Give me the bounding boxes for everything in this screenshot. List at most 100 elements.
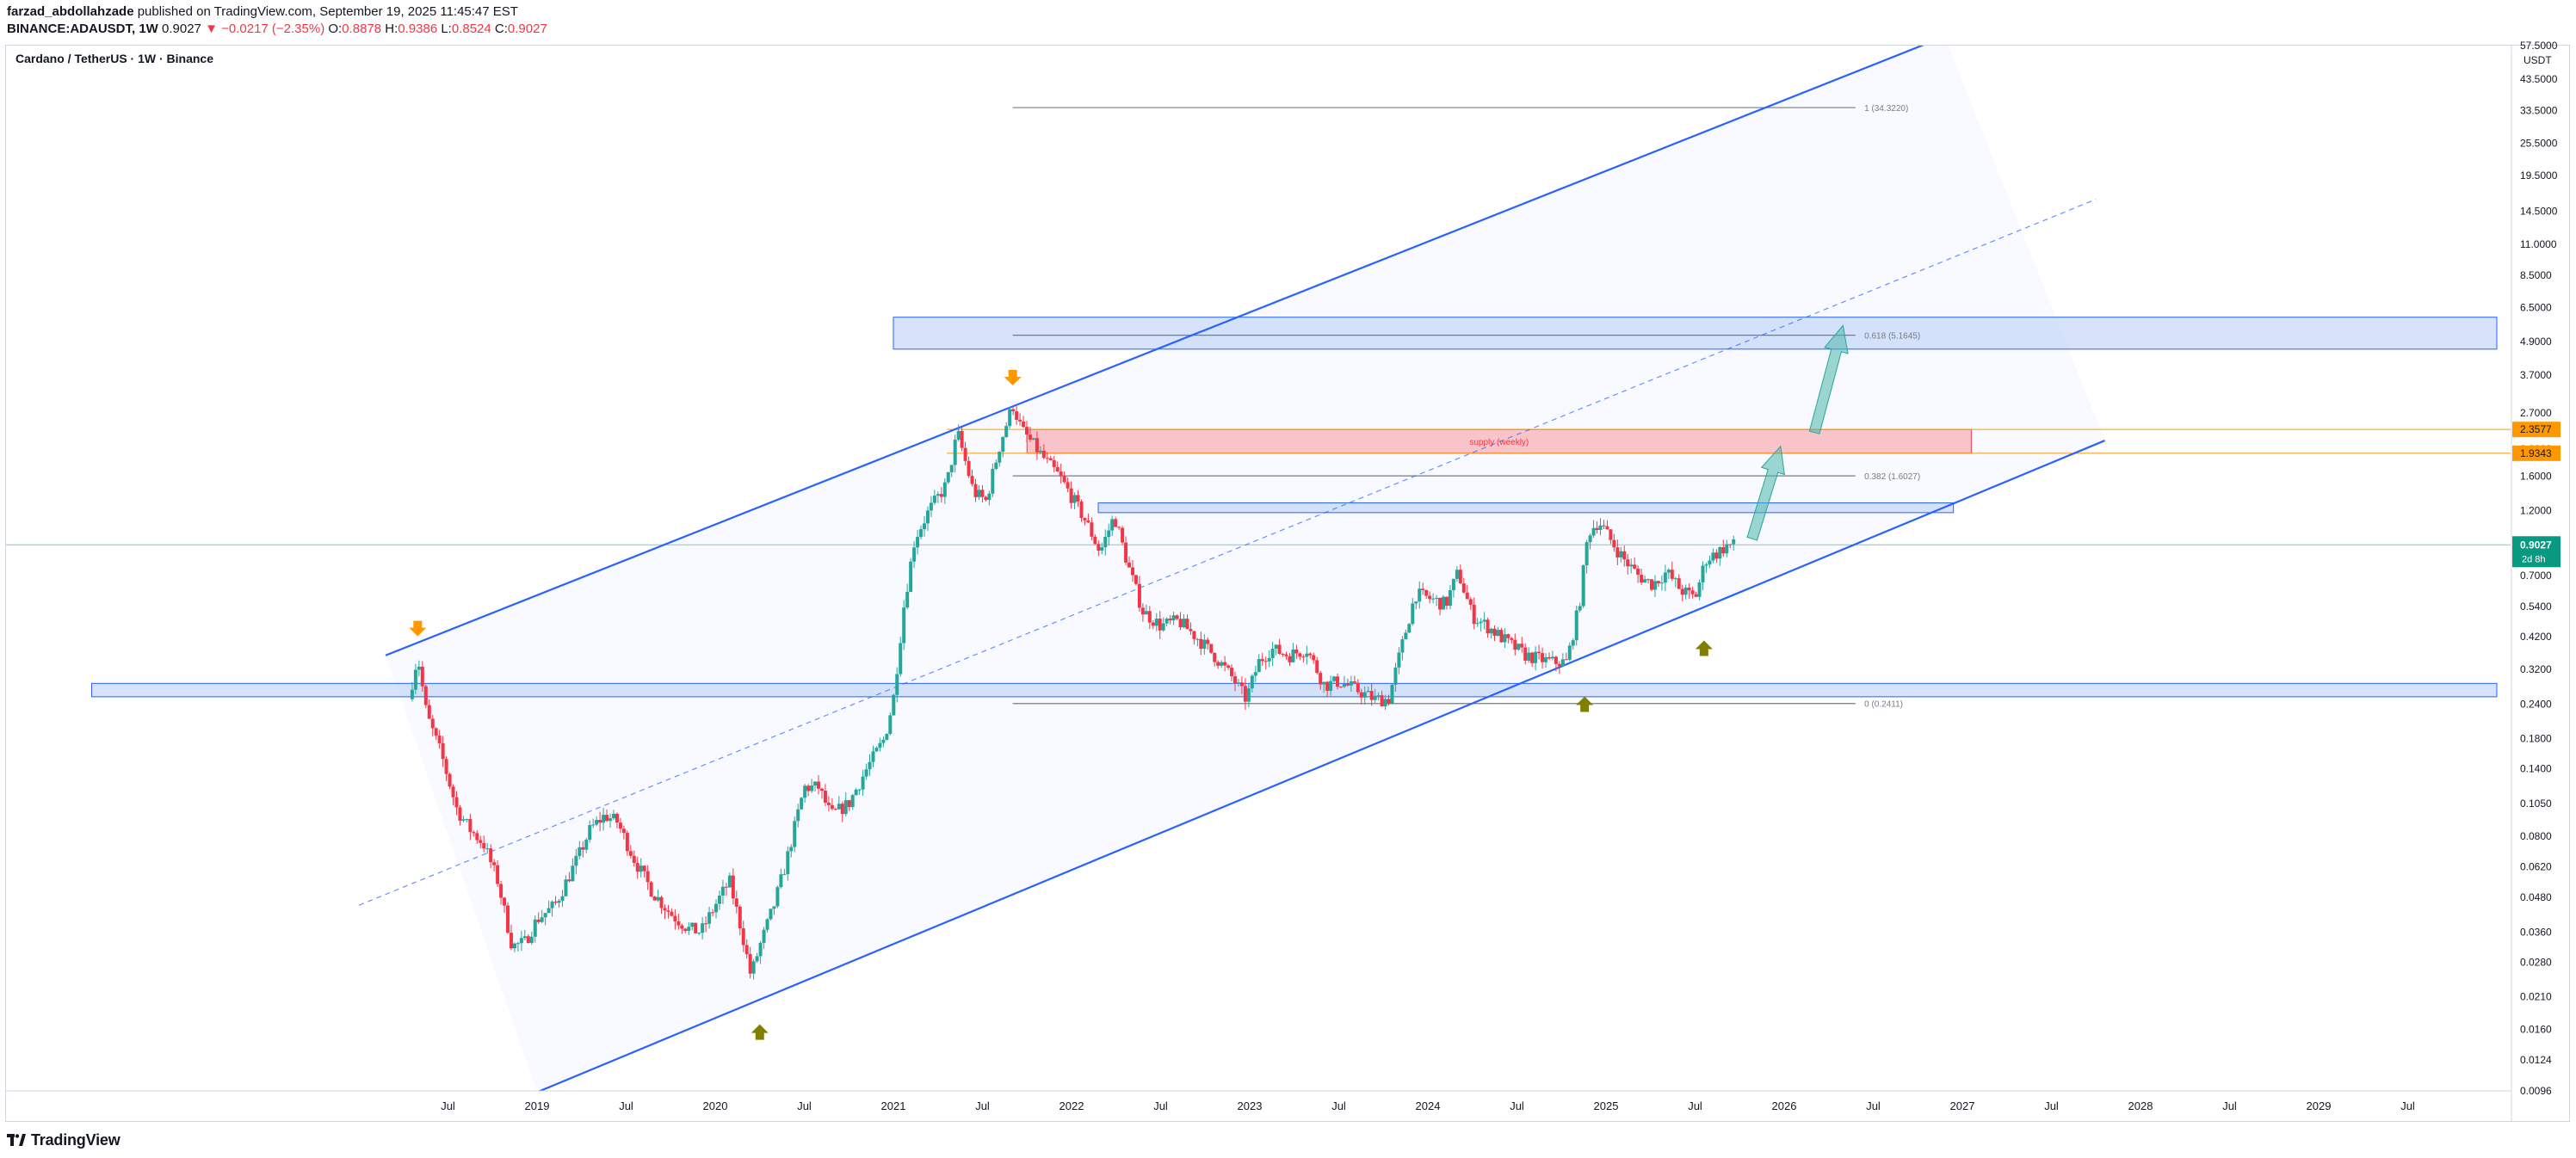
candle-body[interactable] [1124,542,1128,563]
candle-body[interactable] [830,804,834,810]
candle-body[interactable] [427,705,431,719]
candle-body[interactable] [1677,578,1681,589]
candle-body[interactable] [1404,632,1408,640]
candle-body[interactable] [1270,649,1275,658]
candle-body[interactable] [1421,588,1425,590]
candle-body[interactable] [434,728,438,736]
candle-body[interactable] [1513,639,1517,650]
candle-body[interactable] [765,919,769,930]
candle-body[interactable] [503,897,507,906]
candle-body[interactable] [734,898,738,907]
candle-body[interactable] [755,956,759,962]
candle-body[interactable] [652,896,657,901]
candle-body[interactable] [1291,649,1295,662]
candle-body[interactable] [1164,619,1169,624]
candle-body[interactable] [1319,673,1323,685]
candle-body[interactable] [720,886,725,896]
candle-body[interactable] [1506,634,1510,638]
candle-body[interactable] [803,785,807,798]
candle-body[interactable] [932,496,936,503]
arrow-up-marker-icon[interactable] [1576,696,1594,712]
candle-body[interactable] [1567,645,1572,660]
candle-body[interactable] [1499,630,1504,643]
candle-body[interactable] [871,751,875,762]
candle-body[interactable] [1226,665,1231,668]
candle-body[interactable] [1301,656,1306,658]
candle-body[interactable] [1008,409,1012,427]
candle-body[interactable] [1362,692,1367,698]
candle-body[interactable] [522,936,527,939]
candle-body[interactable] [663,908,667,911]
candle-body[interactable] [1704,564,1708,566]
candle-body[interactable] [519,938,523,944]
candle-body[interactable] [1342,683,1346,687]
candle-body[interactable] [1435,597,1439,599]
candle-body[interactable] [980,490,985,497]
candle-body[interactable] [1004,426,1009,437]
candle-body[interactable] [1288,656,1292,662]
candle-body[interactable] [1369,691,1374,700]
candle-body[interactable] [628,851,633,856]
candle-body[interactable] [1619,551,1623,557]
candle-body[interactable] [1431,598,1436,600]
candle-body[interactable] [1407,624,1412,633]
candle-body[interactable] [714,903,719,913]
candle-body[interactable] [1090,522,1094,537]
candle-body[interactable] [1284,654,1288,656]
candle-body[interactable] [611,813,615,819]
candle-body[interactable] [1325,681,1330,691]
candle-body[interactable] [413,669,417,690]
candle-body[interactable] [1461,583,1466,593]
candle-body[interactable] [1626,559,1630,567]
candle-body[interactable] [680,925,684,929]
candle-body[interactable] [837,804,841,810]
candle-body[interactable] [991,469,995,494]
candle-body[interactable] [1564,659,1568,661]
candle-body[interactable] [1721,547,1726,554]
candle-body[interactable] [1356,682,1360,693]
candle-body[interactable] [1557,663,1561,667]
candle-body[interactable] [529,936,534,943]
candle-body[interactable] [1041,450,1046,459]
candle-body[interactable] [1209,644,1214,653]
candle-body[interactable] [1520,644,1524,648]
candle-body[interactable] [1312,655,1316,661]
candle-body[interactable] [998,452,1002,463]
candle-body[interactable] [874,748,879,752]
candle-body[interactable] [1581,565,1585,607]
candle-body[interactable] [1585,542,1589,566]
candle-body[interactable] [919,529,924,538]
candle-body[interactable] [769,909,773,920]
candle-body[interactable] [1048,458,1053,460]
candle-body[interactable] [1045,458,1049,459]
candle-body[interactable] [1359,692,1363,698]
candle-body[interactable] [1442,596,1446,610]
candle-body[interactable] [417,666,421,670]
candle-body[interactable] [1011,409,1016,412]
candle-body[interactable] [800,798,804,810]
channel-upper-line[interactable] [385,36,1944,656]
candle-body[interactable] [1144,611,1148,615]
candle-body[interactable] [888,715,893,735]
candle-body[interactable] [485,848,490,850]
candle-body[interactable] [543,913,547,918]
candle-body[interactable] [949,465,954,472]
candle-body[interactable] [1305,653,1309,657]
candle-body[interactable] [564,879,568,896]
candle-body[interactable] [646,871,650,883]
candle-body[interactable] [1541,653,1545,662]
candle-body[interactable] [1451,578,1455,591]
candle-body[interactable] [1031,438,1035,440]
candle-body[interactable] [475,833,479,841]
candle-body[interactable] [1578,606,1582,611]
candle-body[interactable] [892,694,896,716]
candle-body[interactable] [1199,638,1203,650]
candle-body[interactable] [1489,628,1493,634]
candle-body[interactable] [1428,595,1432,600]
candle-body[interactable] [1687,588,1691,591]
candle-body[interactable] [1714,552,1719,559]
candle-body[interactable] [567,879,571,882]
candle-body[interactable] [793,821,797,847]
arrow-up-marker-icon[interactable] [751,1024,769,1040]
candle-body[interactable] [1096,544,1101,551]
